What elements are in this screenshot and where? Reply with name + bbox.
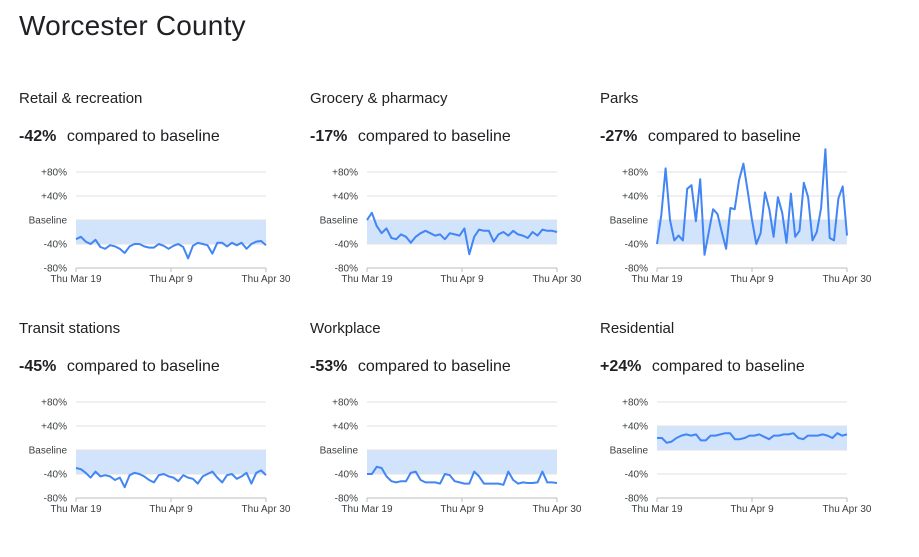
- page-title: Worcester County: [19, 10, 246, 41]
- panel-title: Parks: [600, 90, 639, 107]
- y-tick-label: +40%: [332, 422, 358, 433]
- series-line: [75, 235, 267, 260]
- x-tick-label: Thu Mar 19: [631, 274, 683, 285]
- change-caption: compared to baseline: [651, 358, 805, 375]
- x-tick-label: Thu Apr 9: [440, 274, 484, 285]
- change-summary: -53% compared to baseline: [310, 358, 511, 376]
- change-percent: -27%: [600, 128, 638, 145]
- x-tick-label: Thu Apr 30: [823, 274, 872, 285]
- x-tick-label: Thu Mar 19: [50, 274, 102, 285]
- x-tick-label: Thu Apr 9: [730, 504, 774, 515]
- series-line: [656, 148, 848, 256]
- change-summary: +24% compared to baseline: [600, 358, 805, 376]
- parks-chart: +80% +40% Baseline -40% -80%Thu Mar 19 Thu Ap…: [610, 148, 872, 285]
- x-tick-label: Thu Apr 9: [149, 274, 193, 285]
- y-tick-label: -80%: [44, 494, 67, 505]
- y-tick-label: +40%: [622, 192, 648, 203]
- change-caption: compared to baseline: [357, 128, 511, 145]
- y-tick-label: -40%: [335, 240, 358, 251]
- x-tick-label: Thu Apr 30: [242, 504, 291, 515]
- change-percent: -45%: [19, 358, 57, 375]
- y-tick-label: -80%: [44, 264, 67, 275]
- series-line: [657, 432, 848, 444]
- change-caption: compared to baseline: [647, 128, 801, 145]
- change-percent: -17%: [310, 128, 348, 145]
- y-tick-label: Baseline: [610, 216, 649, 227]
- change-percent: -42%: [19, 128, 57, 145]
- x-tick-label: Thu Mar 19: [341, 274, 393, 285]
- y-tick-label: -40%: [335, 470, 358, 481]
- parks-panel: Parks -27% compared to baseline +80% +40%…: [600, 90, 890, 310]
- y-tick-label: Baseline: [320, 216, 359, 227]
- baseline-band: [76, 450, 266, 474]
- y-tick-label: +80%: [622, 398, 648, 409]
- change-caption: compared to baseline: [66, 358, 220, 375]
- change-percent: -53%: [310, 358, 348, 375]
- retail-recreation-chart: +80% +40% Baseline -40% -80%Thu Mar 19 Thu Ap…: [29, 168, 291, 286]
- y-tick-label: -40%: [44, 470, 67, 481]
- y-tick-label: Baseline: [29, 446, 68, 457]
- y-tick-label: +80%: [332, 398, 358, 409]
- y-tick-label: +40%: [41, 192, 67, 203]
- panel-title: Transit stations: [19, 320, 121, 337]
- y-tick-label: -80%: [335, 264, 358, 275]
- x-tick-label: Thu Apr 9: [730, 274, 774, 285]
- residential-chart: +80% +40% Baseline -40% -80%Thu Mar 19 Thu Ap…: [610, 398, 872, 516]
- change-summary: -45% compared to baseline: [19, 358, 220, 376]
- x-tick-label: Thu Apr 30: [242, 274, 291, 285]
- change-summary: -27% compared to baseline: [600, 128, 801, 146]
- panel-title: Workplace: [310, 320, 381, 337]
- transit-stations-chart: +80% +40% Baseline -40% -80%Thu Mar 19 Thu Ap…: [29, 398, 291, 516]
- y-tick-label: -80%: [335, 494, 358, 505]
- workplace-panel: Workplace -53% compared to baseline +80%…: [310, 320, 600, 540]
- x-tick-label: Thu Apr 9: [440, 504, 484, 515]
- change-caption: compared to baseline: [66, 128, 220, 145]
- y-tick-label: -40%: [625, 240, 648, 251]
- y-tick-label: Baseline: [29, 216, 68, 227]
- series-line: [366, 211, 558, 256]
- x-tick-label: Thu Apr 9: [149, 504, 193, 515]
- panel-title: Grocery & pharmacy: [310, 90, 448, 107]
- y-tick-label: Baseline: [320, 446, 359, 457]
- transit-stations-panel: Transit stations -45% compared to baseli…: [19, 320, 309, 540]
- y-tick-label: +80%: [332, 168, 358, 179]
- series-line: [367, 465, 558, 486]
- workplace-chart: +80% +40% Baseline -40% -80%Thu Mar 19 Thu Ap…: [320, 398, 582, 516]
- baseline-band: [76, 220, 266, 244]
- y-tick-label: +80%: [41, 398, 67, 409]
- residential-panel: Residential +24% compared to baseline +8…: [600, 320, 890, 540]
- change-percent: +24%: [600, 358, 642, 375]
- x-tick-label: Thu Mar 19: [341, 504, 393, 515]
- y-tick-label: +80%: [41, 168, 67, 179]
- change-summary: -42% compared to baseline: [19, 128, 220, 146]
- y-tick-label: +40%: [622, 422, 648, 433]
- y-tick-label: -80%: [625, 494, 648, 505]
- y-tick-label: -80%: [625, 264, 648, 275]
- x-tick-label: Thu Mar 19: [631, 504, 683, 515]
- y-tick-label: Baseline: [610, 446, 649, 457]
- y-tick-label: +40%: [332, 192, 358, 203]
- x-tick-label: Thu Mar 19: [50, 504, 102, 515]
- x-tick-label: Thu Apr 30: [533, 274, 582, 285]
- change-summary: -17% compared to baseline: [310, 128, 511, 146]
- y-tick-label: -40%: [44, 240, 67, 251]
- y-tick-label: +40%: [41, 422, 67, 433]
- grocery-pharmacy-chart: +80% +40% Baseline -40% -80%Thu Mar 19 Thu Ap…: [320, 168, 582, 286]
- change-caption: compared to baseline: [357, 358, 511, 375]
- x-tick-label: Thu Apr 30: [533, 504, 582, 515]
- panel-title: Residential: [600, 320, 675, 337]
- series-line: [75, 467, 267, 489]
- x-tick-label: Thu Apr 30: [823, 504, 872, 515]
- y-tick-label: -40%: [625, 470, 648, 481]
- grocery-pharmacy-panel: Grocery & pharmacy -17% compared to base…: [310, 90, 600, 310]
- y-tick-label: +80%: [622, 168, 648, 179]
- retail-recreation-panel: Retail & recreation -42% compared to bas…: [19, 90, 309, 310]
- panel-title: Retail & recreation: [19, 90, 143, 107]
- baseline-band: [657, 426, 847, 450]
- baseline-band: [367, 450, 557, 474]
